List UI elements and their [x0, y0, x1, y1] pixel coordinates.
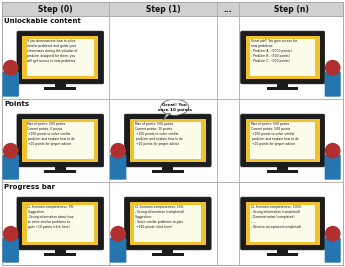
Bar [55, 248, 66, 253]
FancyBboxPatch shape [2, 237, 19, 263]
FancyBboxPatch shape [325, 237, 341, 263]
Text: Max of points: 500 points
Current points: 0 points
 +100 points to solve similar: Max of points: 500 points Current points… [27, 122, 75, 146]
Bar [22, 119, 98, 162]
Circle shape [110, 143, 126, 159]
Text: Unlockable content: Unlockable content [4, 18, 81, 24]
Bar [27, 205, 94, 242]
Text: Great! You
earn 10 points: Great! You earn 10 points [158, 103, 192, 112]
Circle shape [3, 226, 19, 242]
FancyBboxPatch shape [17, 114, 104, 167]
Bar [152, 253, 184, 256]
Bar [55, 83, 66, 87]
Bar [277, 83, 288, 87]
FancyBboxPatch shape [124, 114, 211, 167]
Bar [27, 39, 94, 76]
Bar [250, 39, 315, 76]
Text: If you demonstrate how to solve
similar problems and guide your
classmates durin: If you demonstrate how to solve similar … [27, 39, 78, 63]
Text: Great job!! You gain access for
new problems:
- Problem A - (3000 points)
- Prob: Great job!! You gain access for new prob… [251, 39, 297, 63]
Bar [2, 2, 343, 16]
Bar [27, 122, 94, 159]
FancyBboxPatch shape [2, 72, 19, 97]
FancyBboxPatch shape [2, 154, 19, 180]
Bar [22, 202, 98, 245]
FancyBboxPatch shape [110, 154, 126, 180]
Text: Points: Points [4, 101, 29, 107]
FancyBboxPatch shape [17, 197, 104, 250]
Text: CL Scenario completeness: 10%
- Giving information (completed)
Suggestion:
- Sol: CL Scenario completeness: 10% - Giving i… [135, 205, 184, 229]
Ellipse shape [161, 99, 189, 115]
Bar [277, 248, 288, 253]
Bar [246, 119, 319, 162]
Text: CL Scenario completeness: 100%
- Giving information (completed)
- Demonstration : CL Scenario completeness: 100% - Giving … [251, 205, 301, 229]
Polygon shape [163, 113, 170, 120]
Bar [130, 202, 206, 245]
Bar [267, 253, 298, 256]
Bar [134, 205, 201, 242]
Circle shape [110, 226, 126, 242]
Bar [277, 165, 288, 170]
Circle shape [3, 143, 19, 159]
Bar [130, 119, 206, 162]
Text: Max of points: 500 points
Current points: 10 points
 +100 points to solve simila: Max of points: 500 points Current points… [135, 122, 182, 146]
Circle shape [325, 60, 341, 76]
Text: Max of points: 500 points
Current points: 500 points
 +100 points to solve simil: Max of points: 500 points Current points… [251, 122, 298, 146]
Bar [162, 248, 173, 253]
Circle shape [3, 60, 19, 76]
FancyBboxPatch shape [325, 154, 341, 180]
Text: Step (1): Step (1) [146, 5, 180, 14]
Bar [250, 122, 315, 159]
FancyBboxPatch shape [240, 31, 325, 84]
Text: Step (0): Step (0) [38, 5, 73, 14]
FancyBboxPatch shape [17, 31, 104, 84]
FancyBboxPatch shape [240, 114, 325, 167]
FancyBboxPatch shape [240, 197, 325, 250]
Bar [45, 87, 76, 90]
Circle shape [325, 143, 341, 159]
Text: CL Scenario completeness: 0%
Suggestion:
- Giving information about how
 to solv: CL Scenario completeness: 0% Suggestion:… [27, 205, 74, 229]
Bar [267, 87, 298, 90]
Bar [152, 170, 184, 173]
Bar [45, 170, 76, 173]
Bar [267, 170, 298, 173]
Bar [45, 253, 76, 256]
Bar [246, 202, 319, 245]
Bar [250, 205, 315, 242]
FancyBboxPatch shape [325, 72, 341, 97]
Text: ...: ... [224, 5, 232, 14]
Circle shape [325, 226, 341, 242]
FancyBboxPatch shape [110, 237, 126, 263]
Bar [162, 165, 173, 170]
Bar [55, 165, 66, 170]
FancyBboxPatch shape [124, 197, 211, 250]
Bar [246, 36, 319, 79]
Text: Step (n): Step (n) [274, 5, 308, 14]
Bar [134, 122, 201, 159]
Text: Progress bar: Progress bar [4, 184, 55, 190]
Bar [22, 36, 98, 79]
